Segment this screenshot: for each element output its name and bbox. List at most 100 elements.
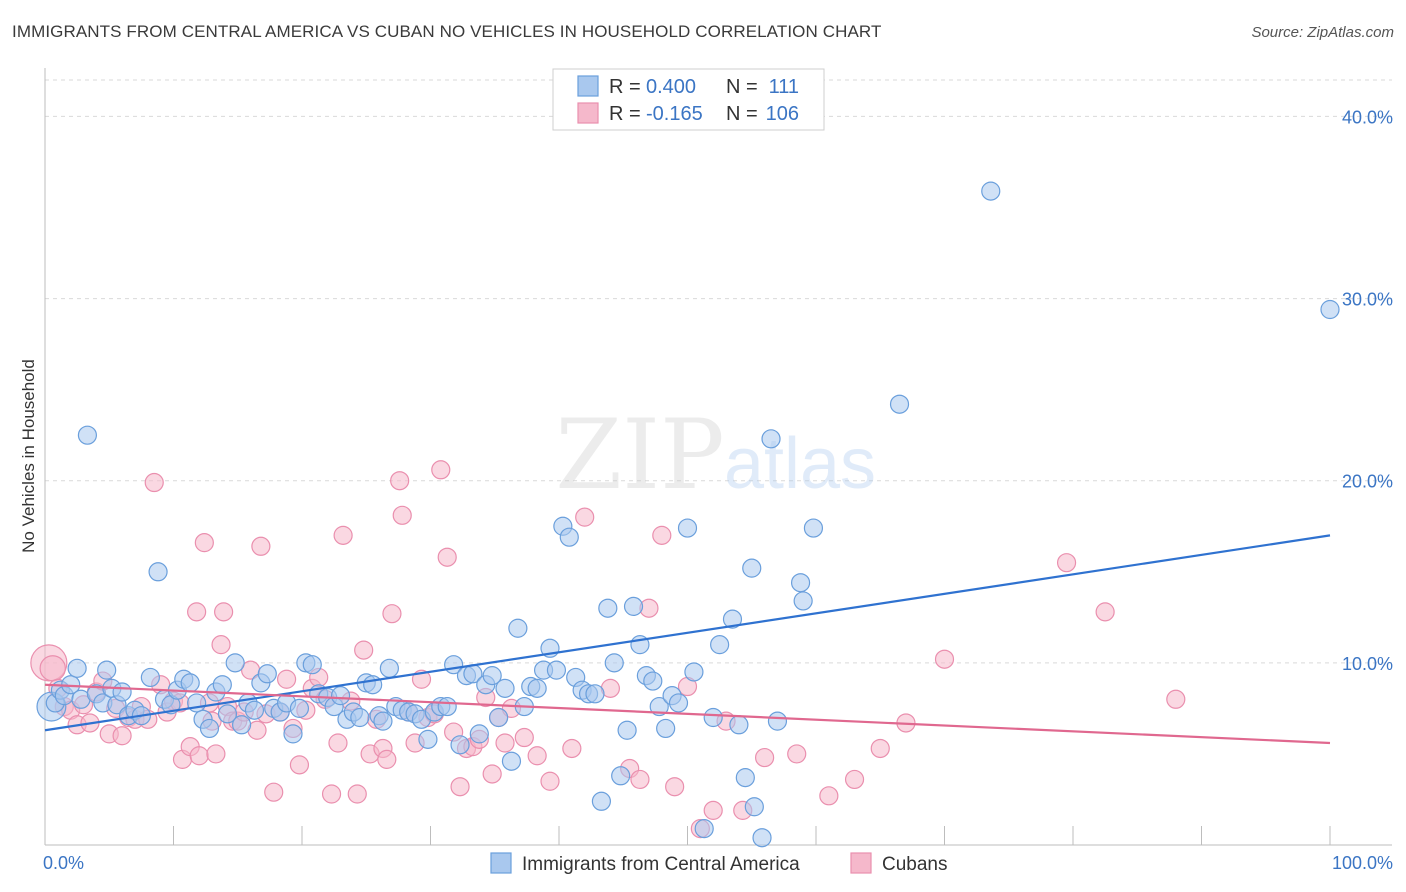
point-cubans-103 (1095, 602, 1115, 622)
point-cubans-50 (328, 733, 348, 753)
point-central-america-35 (257, 664, 277, 684)
point-central-america-29 (217, 704, 238, 724)
point-cubans-95 (754, 747, 775, 768)
point-central-america-91 (617, 720, 637, 740)
series-central-america-points (36, 181, 1340, 848)
point-central-america-104 (710, 635, 730, 655)
x-tick-labels: 0.0% 100.0% (43, 853, 1393, 873)
point-central-america-95 (643, 671, 663, 691)
point-central-america-109 (744, 797, 764, 817)
point-cubans-97 (819, 786, 839, 806)
point-central-america-40 (289, 698, 310, 718)
point-cubans-58 (377, 749, 397, 769)
point-central-america-110 (752, 828, 772, 848)
point-central-america-96 (649, 696, 669, 717)
point-cubans-25 (189, 746, 209, 766)
point-central-america-7 (77, 425, 98, 445)
point-central-america-111 (761, 429, 781, 449)
point-central-america-82 (559, 527, 579, 547)
point-cubans-17 (144, 472, 164, 493)
point-cubans-80 (527, 746, 547, 766)
point-central-america-5 (67, 658, 87, 678)
point-cubans-70 (450, 777, 470, 797)
point-cubans-81 (540, 771, 560, 791)
point-cubans-60 (390, 471, 410, 491)
point-central-america-65 (450, 735, 470, 755)
point-central-america-80 (546, 660, 567, 680)
point-cubans-77 (495, 733, 515, 753)
point-central-america-88 (598, 598, 618, 618)
point-central-america-114 (793, 591, 813, 611)
point-cubans-83 (575, 507, 595, 527)
legend-r-value-2: -0.165 (646, 103, 703, 125)
point-central-america-72 (495, 678, 515, 698)
point-cubans-104 (1166, 689, 1186, 709)
legend-r-value-1: 0.400 (646, 76, 696, 98)
point-cubans-40 (264, 782, 284, 802)
point-cubans-12 (112, 726, 132, 746)
point-cubans-68 (437, 547, 457, 567)
bottom-legend-swatch-pink (850, 852, 872, 874)
point-central-america-97 (656, 718, 676, 739)
y-tick-label-2: 30.0% (1342, 290, 1393, 310)
x-tick-label-0: 0.0% (43, 853, 84, 873)
point-central-america-26 (199, 718, 220, 739)
point-cubans-86 (630, 769, 650, 790)
bottom-legend-label-1: Immigrants from Central America (522, 854, 800, 875)
point-cubans-99 (870, 738, 890, 759)
point-central-america-13 (112, 682, 132, 702)
point-cubans-51 (333, 525, 353, 545)
y-tick-labels: 10.0% 20.0% 30.0% 40.0% (1342, 107, 1393, 673)
legend-n-label-1: N = (726, 76, 758, 98)
point-cubans-59 (382, 604, 402, 624)
point-central-america-31 (232, 715, 252, 735)
point-cubans-79 (514, 727, 534, 748)
point-central-america-73 (501, 751, 522, 771)
point-central-america-87 (591, 791, 612, 811)
point-central-america-70 (482, 666, 502, 686)
y-tick-label-1: 20.0% (1342, 472, 1393, 492)
point-central-america-90 (611, 766, 631, 786)
watermark-zip: ZIP (555, 399, 724, 511)
point-central-america-113 (790, 573, 811, 593)
legend-swatch-blue (577, 75, 599, 97)
point-cubans-44 (289, 755, 310, 775)
point-central-america-89 (604, 653, 624, 673)
point-central-america-115 (803, 518, 824, 538)
point-cubans-54 (354, 640, 374, 660)
point-central-america-33 (244, 700, 265, 720)
series-legend: Immigrants from Central America Cubans (490, 852, 948, 875)
point-cubans-96 (787, 744, 807, 764)
point-central-america-28 (212, 675, 232, 695)
point-central-america-68 (469, 724, 489, 744)
point-cubans-82 (562, 738, 582, 759)
trend-line-blue (44, 534, 1331, 732)
legend-r-label-1: R = (609, 76, 641, 98)
point-central-america-106 (729, 715, 749, 735)
point-central-america-30 (225, 653, 245, 673)
point-central-america-107 (735, 768, 755, 788)
bottom-legend-swatch-blue (490, 852, 512, 874)
point-central-america-63 (437, 696, 457, 717)
point-central-america-99 (668, 693, 689, 713)
bottom-legend-label-2: Cubans (882, 854, 948, 875)
point-central-america-53 (373, 711, 393, 731)
point-central-america-92 (623, 596, 644, 616)
point-central-america-86 (585, 684, 605, 704)
point-central-america-60 (418, 729, 438, 749)
point-cubans-53 (347, 784, 367, 804)
legend-n-value-2: 106 (766, 103, 799, 125)
point-cubans-101 (934, 649, 955, 669)
legend-n-value-1: 111 (769, 76, 799, 98)
correlation-legend: R = 0.400 N = 111 R = -0.165 N = 106 (552, 68, 825, 131)
trend-lines (44, 534, 1331, 745)
chart-title: IMMIGRANTS FROM CENTRAL AMERICA VS CUBAN… (12, 22, 882, 41)
source-label: Source: ZipAtlas.com (1251, 24, 1394, 41)
point-cubans-42 (276, 669, 297, 689)
point-central-america-10 (97, 660, 117, 680)
point-central-america-46 (330, 686, 351, 706)
point-cubans-89 (665, 777, 685, 797)
point-cubans-31 (214, 602, 234, 622)
point-central-america-17 (140, 667, 160, 688)
